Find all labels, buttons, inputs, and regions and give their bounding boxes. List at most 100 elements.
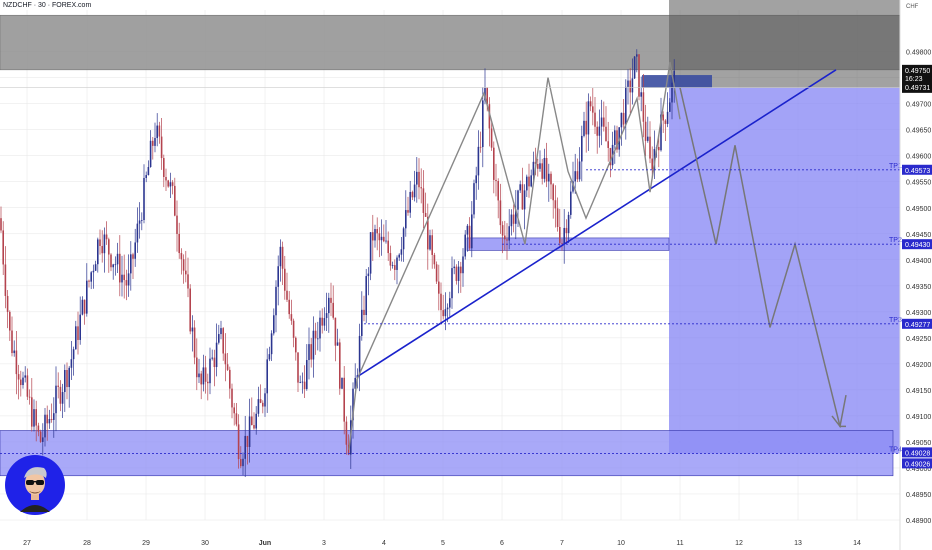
candle-body bbox=[257, 399, 260, 414]
candle-body bbox=[550, 173, 552, 185]
candle-body bbox=[378, 233, 381, 241]
candle-body bbox=[554, 200, 557, 209]
candle-body bbox=[147, 166, 150, 176]
candle-body bbox=[644, 121, 647, 141]
y-tick-label: 0.49600 bbox=[906, 154, 931, 161]
candle-body bbox=[559, 227, 561, 244]
candle-body bbox=[17, 374, 20, 380]
candle-body bbox=[46, 414, 48, 424]
candle-body bbox=[402, 228, 405, 250]
candle-body bbox=[123, 274, 125, 281]
candle-body bbox=[48, 419, 51, 424]
candle-body bbox=[464, 234, 466, 257]
candle-body bbox=[594, 112, 596, 127]
candle-body bbox=[400, 249, 403, 255]
candle-body bbox=[182, 259, 185, 271]
candle-body bbox=[160, 136, 163, 159]
candle-body bbox=[50, 419, 53, 420]
candle-body bbox=[178, 233, 180, 254]
candle-body bbox=[387, 240, 389, 254]
candle-body bbox=[171, 182, 174, 186]
candle-body bbox=[266, 359, 268, 394]
candle-body bbox=[235, 413, 238, 425]
candle-body bbox=[325, 313, 328, 319]
candle-body bbox=[105, 234, 108, 240]
candle-body bbox=[207, 381, 209, 384]
candle-body bbox=[75, 326, 77, 350]
candle-body bbox=[413, 184, 416, 198]
candle-body bbox=[68, 367, 70, 388]
candle-body bbox=[328, 297, 330, 314]
candle-body bbox=[526, 176, 528, 191]
zones bbox=[0, 0, 901, 477]
time-axis[interactable]: 27 28 29 30 Jun 3 4 5 6 7 10 11 12 13 14 bbox=[23, 540, 861, 547]
candle-body bbox=[497, 181, 499, 201]
y-tick-label: 0.49000 bbox=[906, 466, 931, 473]
candle-body bbox=[616, 130, 618, 150]
candle-body bbox=[286, 290, 288, 300]
candle-body bbox=[295, 337, 297, 353]
candle-body bbox=[341, 377, 343, 389]
candle-body bbox=[310, 344, 312, 360]
candle-body bbox=[422, 188, 425, 213]
candle-body bbox=[585, 120, 587, 135]
second-price-value: 0.49731 bbox=[905, 85, 930, 92]
candle-body bbox=[523, 190, 526, 210]
candle-body bbox=[411, 191, 414, 198]
candle-body bbox=[343, 377, 345, 422]
candle-body bbox=[77, 326, 79, 340]
candle-body bbox=[442, 310, 444, 317]
price-axis[interactable]: 0.49800 0.49750 0.49700 0.49650 0.49600 0.495… bbox=[899, 0, 931, 550]
candle-body bbox=[605, 126, 607, 142]
candle-body bbox=[361, 309, 363, 336]
candle-body bbox=[270, 333, 273, 355]
candle-body bbox=[308, 344, 310, 361]
current-price-bg bbox=[902, 64, 932, 93]
candle-body bbox=[495, 179, 497, 182]
tp1-price-tag-bg bbox=[902, 164, 932, 175]
candle-body bbox=[416, 171, 418, 185]
candle-body bbox=[246, 435, 249, 447]
candle-body bbox=[220, 328, 222, 335]
candle-body bbox=[372, 232, 374, 241]
candle-body bbox=[358, 335, 361, 376]
candle-body bbox=[262, 402, 264, 407]
level-label-tp3: TP3 bbox=[889, 317, 902, 324]
candle-body bbox=[4, 264, 7, 296]
y-tick-label: 0.48950 bbox=[906, 492, 931, 499]
candle-body bbox=[248, 416, 251, 447]
candle-body bbox=[158, 125, 161, 137]
candle-body bbox=[134, 242, 136, 259]
candle-body bbox=[614, 130, 616, 145]
candle-body bbox=[589, 101, 592, 107]
candle-body bbox=[233, 407, 235, 414]
candle-body bbox=[200, 373, 202, 385]
candle-body bbox=[92, 270, 95, 273]
candle-body bbox=[94, 264, 97, 271]
candle-body bbox=[479, 146, 482, 148]
candle-body bbox=[398, 254, 400, 258]
candle-body bbox=[600, 117, 603, 127]
candle-body bbox=[345, 421, 348, 445]
y-tick-label: 0.49400 bbox=[906, 258, 931, 265]
candle-body bbox=[484, 87, 486, 101]
candle-body bbox=[154, 138, 156, 146]
candle-body bbox=[647, 136, 649, 141]
candle-body bbox=[6, 295, 9, 312]
candle-body bbox=[609, 147, 612, 166]
candle-body bbox=[169, 182, 172, 187]
candle-body bbox=[167, 180, 169, 187]
candle-body bbox=[277, 266, 279, 287]
candle-body bbox=[222, 328, 224, 354]
candle-body bbox=[499, 200, 502, 226]
candle-body bbox=[136, 223, 139, 243]
y-tick-label: 0.49500 bbox=[906, 206, 931, 213]
candle-body bbox=[339, 342, 341, 389]
x-tick-label: 28 bbox=[83, 540, 91, 547]
candle-body bbox=[561, 243, 563, 244]
candle-body bbox=[460, 266, 462, 274]
candle-body bbox=[352, 388, 354, 421]
candle-body bbox=[493, 147, 495, 180]
symbol-title[interactable]: NZDCHF · 30 · FOREX.com bbox=[3, 2, 92, 9]
